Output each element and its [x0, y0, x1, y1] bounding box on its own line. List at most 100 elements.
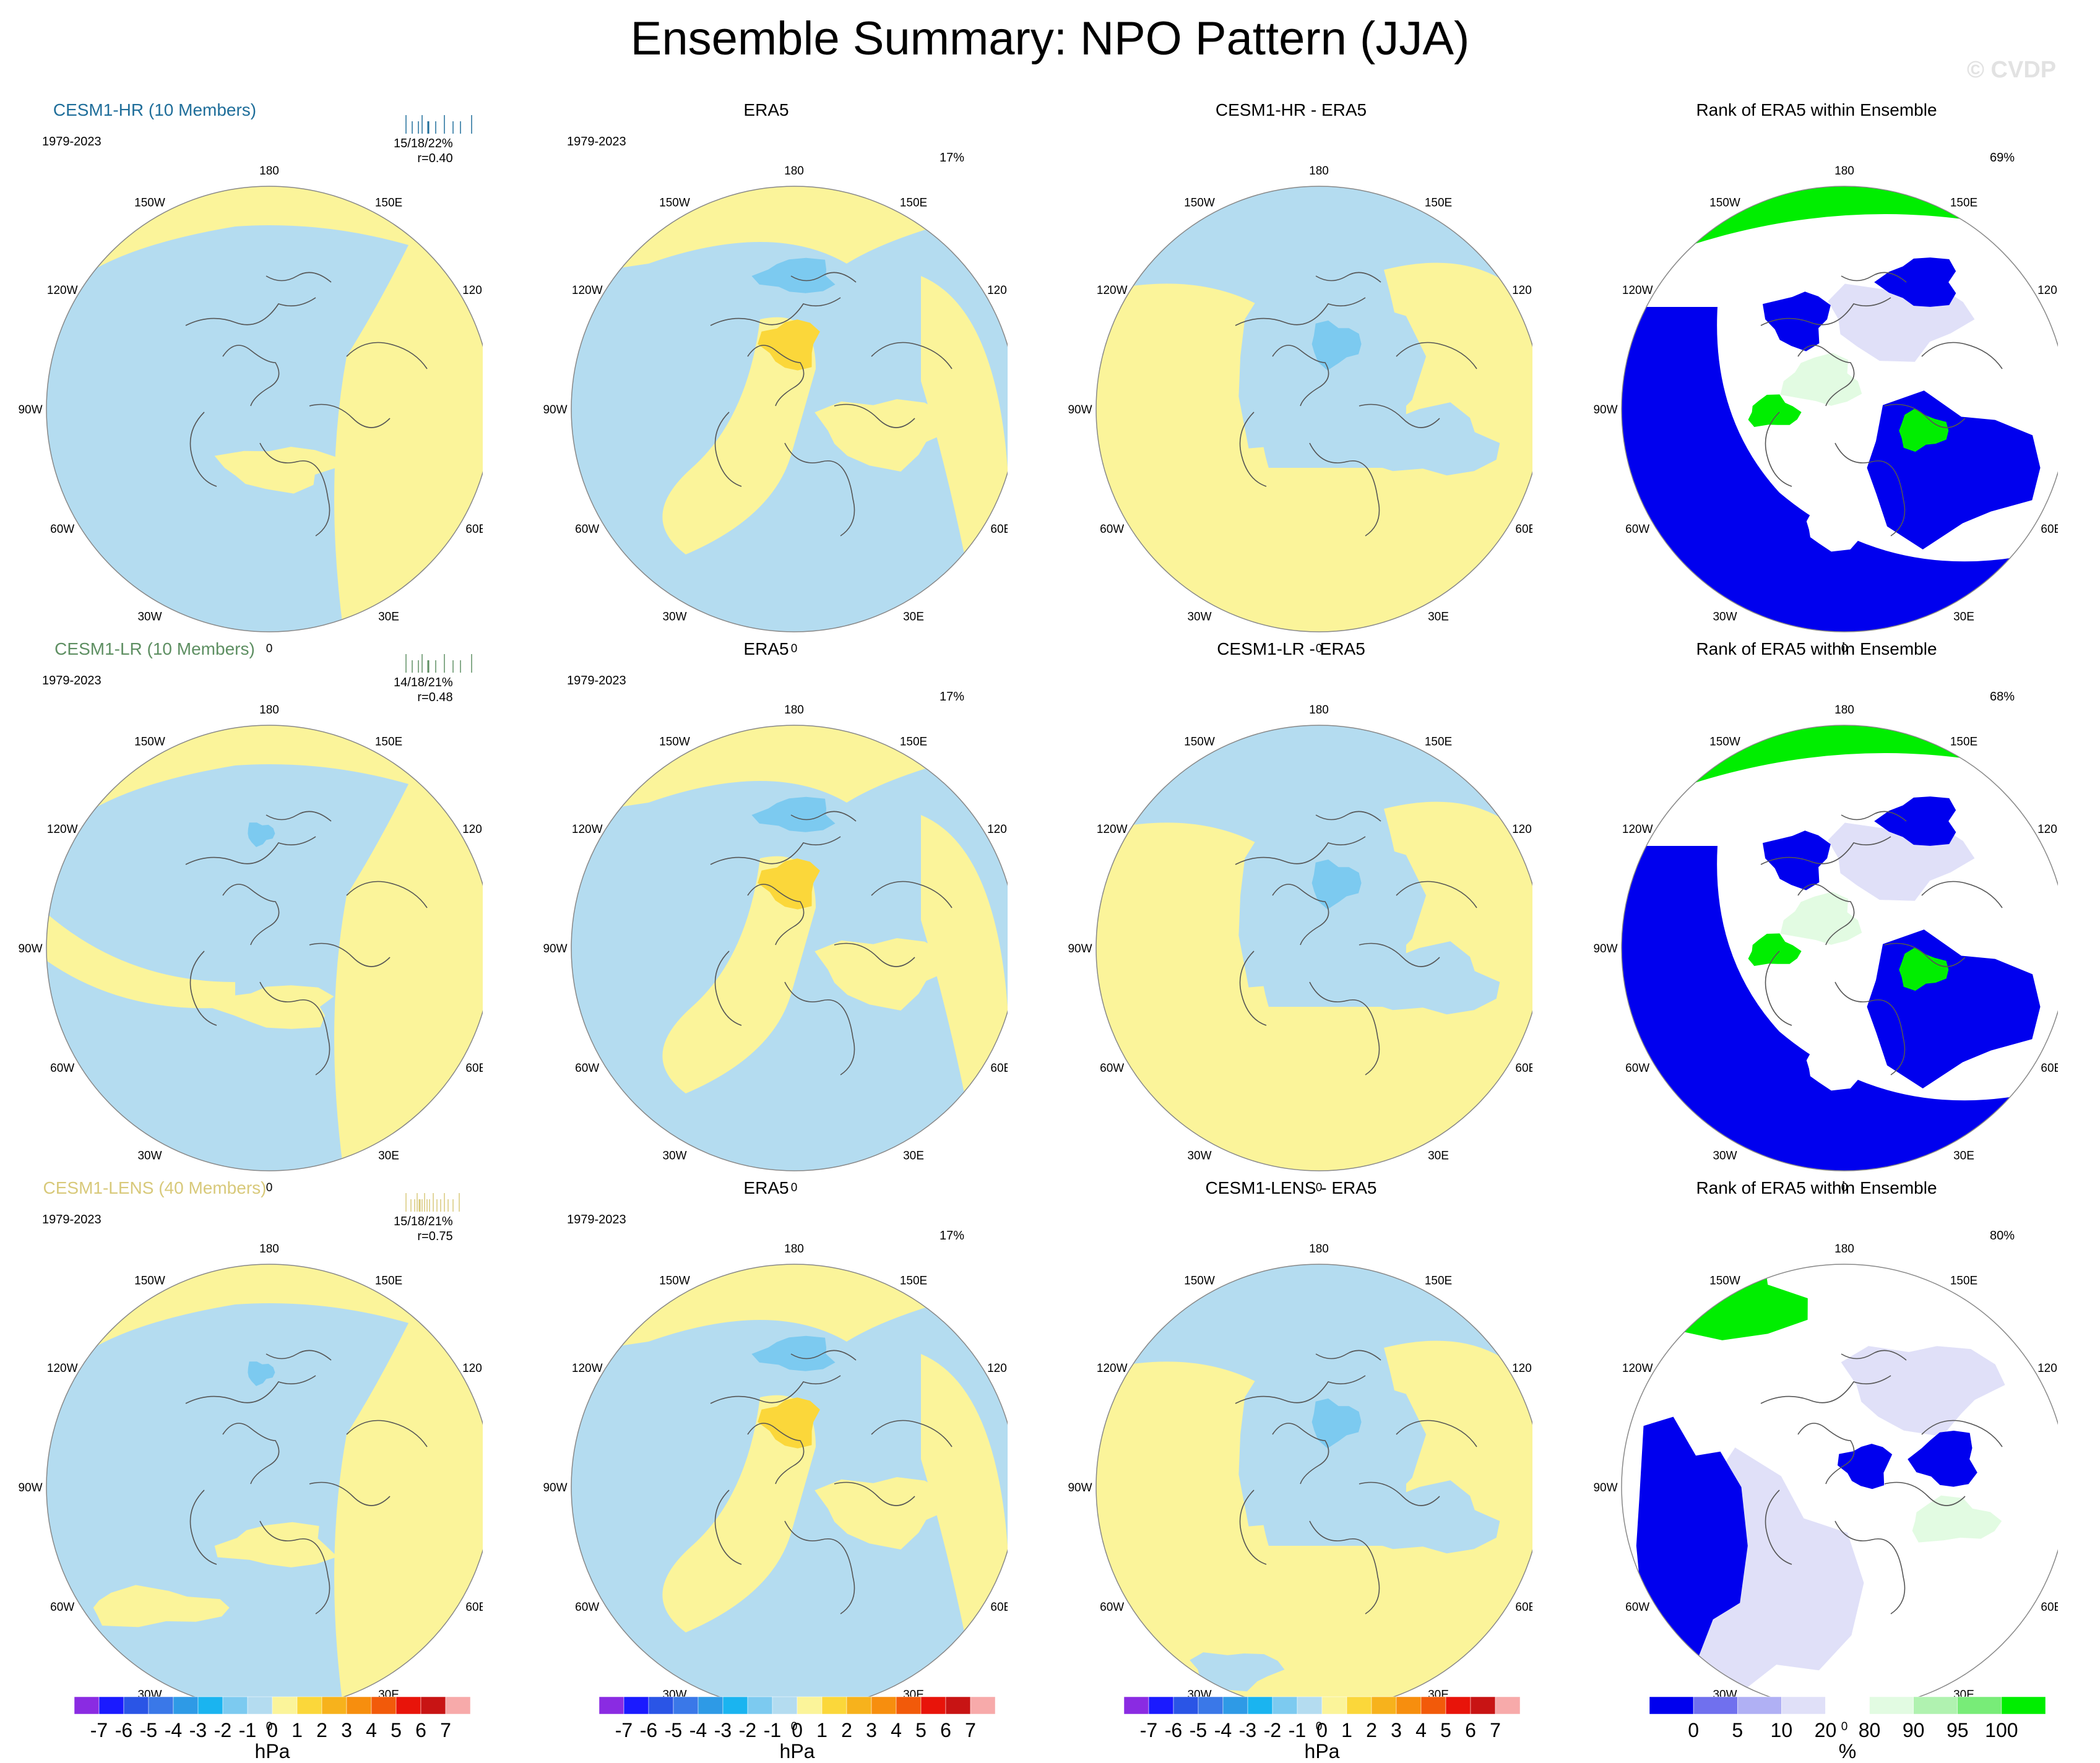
model-map: 180150E120E90E60E30E030W60W90W120W150W	[18, 1243, 483, 1731]
colorbar-swatch	[1495, 1696, 1521, 1715]
colorbar-tick: 7	[440, 1719, 451, 1741]
longitude-label: 180	[784, 704, 804, 717]
period-label: 1979-2023	[567, 1213, 626, 1226]
longitude-label: 120W	[1097, 823, 1128, 836]
longitude-label: 0	[1316, 1181, 1323, 1192]
colorbar-swatch	[747, 1696, 773, 1715]
colorbar-swatch	[1198, 1696, 1224, 1715]
longitude-label: 60E	[2041, 1062, 2058, 1075]
longitude-label: 180	[259, 1243, 279, 1256]
longitude-label: 0	[791, 1720, 798, 1731]
colorbar-tick: 5	[1440, 1719, 1451, 1741]
colorbar-tick: 4	[1415, 1719, 1427, 1741]
colorbar-swatch	[1470, 1696, 1496, 1715]
longitude-label: 150W	[1709, 1275, 1740, 1288]
ensemble-stats-pct: 15/18/22%	[394, 137, 453, 150]
panel-model: 180150E120E90E60E30E030W60W90W120W150WCE…	[0, 1175, 483, 1731]
longitude-label: 120E	[1512, 284, 1532, 297]
colorbar-tick: 2	[1366, 1719, 1377, 1741]
longitude-label: 120W	[47, 1362, 78, 1375]
colorbar-swatch	[2001, 1696, 2046, 1715]
ensemble-stats: 15/18/21% r=0.75	[394, 1214, 453, 1244]
colorbar-swatch	[1825, 1696, 1870, 1715]
colorbar-unit: hPa	[779, 1740, 815, 1762]
colorbar-tick: 10	[1770, 1719, 1793, 1741]
colorbar-tick: -1	[238, 1719, 257, 1741]
colorbar-swatch	[321, 1696, 347, 1715]
colorbar-swatch	[123, 1696, 149, 1715]
colorbar-tick: -2	[214, 1719, 232, 1741]
colorbar-tick: -4	[1214, 1719, 1232, 1741]
ensemble-stats-corr: r=0.48	[417, 691, 453, 704]
colorbar-swatch	[722, 1696, 748, 1715]
ensemble-spread-marks	[405, 1193, 460, 1212]
longitude-label: 150E	[375, 197, 402, 210]
longitude-label: 120W	[572, 284, 603, 297]
explained-variance-label: 69%	[1990, 151, 2015, 165]
panel-era5: 180150E120E90E60E30E030W60W90W120W150WER…	[525, 97, 1008, 653]
colorbar-hpa-3: -7 -6 -5 -4 -3 -2 -1 0 1 2 3 4 5 6 7 hPa	[1102, 1694, 1585, 1762]
colorbar-swatches	[1123, 1696, 1521, 1715]
colorbar-swatch	[371, 1696, 397, 1715]
longitude-label: 150E	[1950, 197, 1977, 210]
colorbar-swatch	[945, 1696, 971, 1715]
longitude-label: 90W	[1068, 942, 1092, 955]
colorbar-swatch	[1737, 1696, 1782, 1715]
rank-map: 180150E120E90E60E30E030W60W90W120W150W	[1593, 165, 2058, 653]
colorbar-swatch	[920, 1696, 946, 1715]
longitude-label: 150W	[1184, 197, 1215, 210]
longitude-label: 90W	[1593, 942, 1617, 955]
longitude-label: 150E	[375, 736, 402, 749]
longitude-label: 60W	[575, 523, 599, 536]
longitude-label: 90W	[543, 403, 567, 416]
longitude-label: 150W	[1184, 736, 1215, 749]
colorbar-tick: -1	[1288, 1719, 1307, 1741]
longitude-label: 60E	[2041, 523, 2058, 536]
longitude-label: 30W	[662, 610, 686, 623]
longitude-label: 60W	[1625, 523, 1649, 536]
colorbar-swatch	[797, 1696, 823, 1715]
colorbar-tick: -3	[189, 1719, 207, 1741]
colorbar-swatch	[1148, 1696, 1174, 1715]
longitude-label: 0	[791, 642, 798, 653]
ensemble-stats-pct: 14/18/21%	[394, 676, 453, 689]
colorbar-percent: 0 5 10 20 80 90 95 100%	[1628, 1694, 2100, 1762]
explained-variance-label: 17%	[940, 690, 965, 704]
panel-diff: 180150E120E90E60E30E030W60W90W120W150WCE…	[1050, 636, 1532, 1192]
panel-title: CESM1-LR (10 Members)	[54, 639, 255, 658]
colorbar-swatch	[1123, 1696, 1149, 1715]
longitude-label: 30W	[1713, 610, 1737, 623]
rank-map: 180150E120E90E60E30E030W60W90W120W150W	[1593, 1243, 2058, 1731]
panel-title: Rank of ERA5 within Ensemble	[1696, 639, 1937, 658]
colorbar-unit: %	[1838, 1740, 1857, 1762]
diff-map: 180150E120E90E60E30E030W60W90W120W150W	[1068, 165, 1532, 653]
colorbar-unit: hPa	[254, 1740, 290, 1762]
colorbar-swatch	[1649, 1696, 1694, 1715]
longitude-label: 0	[1841, 1720, 1848, 1731]
colorbar-swatch	[296, 1696, 322, 1715]
longitude-label: 0	[791, 1181, 798, 1192]
period-label: 1979-2023	[42, 135, 102, 149]
longitude-label: 60E	[1515, 1062, 1532, 1075]
colorbar-swatch	[1272, 1696, 1298, 1715]
longitude-label: 120W	[1622, 823, 1653, 836]
colorbar-hpa-2: -7 -6 -5 -4 -3 -2 -1 0 1 2 3 4 5 6 7 hPa	[577, 1694, 1060, 1762]
main-title: Ensemble Summary: NPO Pattern (JJA)	[630, 12, 1470, 65]
rank-map: 180150E120E90E60E30E030W60W90W120W150W	[1593, 704, 2058, 1192]
longitude-label: 0	[1841, 642, 1848, 653]
longitude-label: 30E	[378, 610, 399, 623]
colorbar-tick: 0	[792, 1719, 803, 1741]
colorbar-tick: 1	[1341, 1719, 1352, 1741]
longitude-label: 30E	[1953, 1149, 1974, 1162]
longitude-label: 120W	[1622, 284, 1653, 297]
colorbar-tick: -7	[615, 1719, 633, 1741]
colorbar-swatch	[346, 1696, 372, 1715]
longitude-label: 180	[1834, 1243, 1854, 1256]
longitude-label: 150E	[1950, 1275, 1977, 1288]
longitude-label: 0	[1841, 1181, 1848, 1192]
longitude-label: 0	[266, 1720, 273, 1731]
longitude-label: 150E	[900, 736, 927, 749]
longitude-label: 60E	[990, 523, 1008, 536]
longitude-label: 30W	[1187, 1149, 1211, 1162]
colorbar-tick: 3	[341, 1719, 352, 1741]
